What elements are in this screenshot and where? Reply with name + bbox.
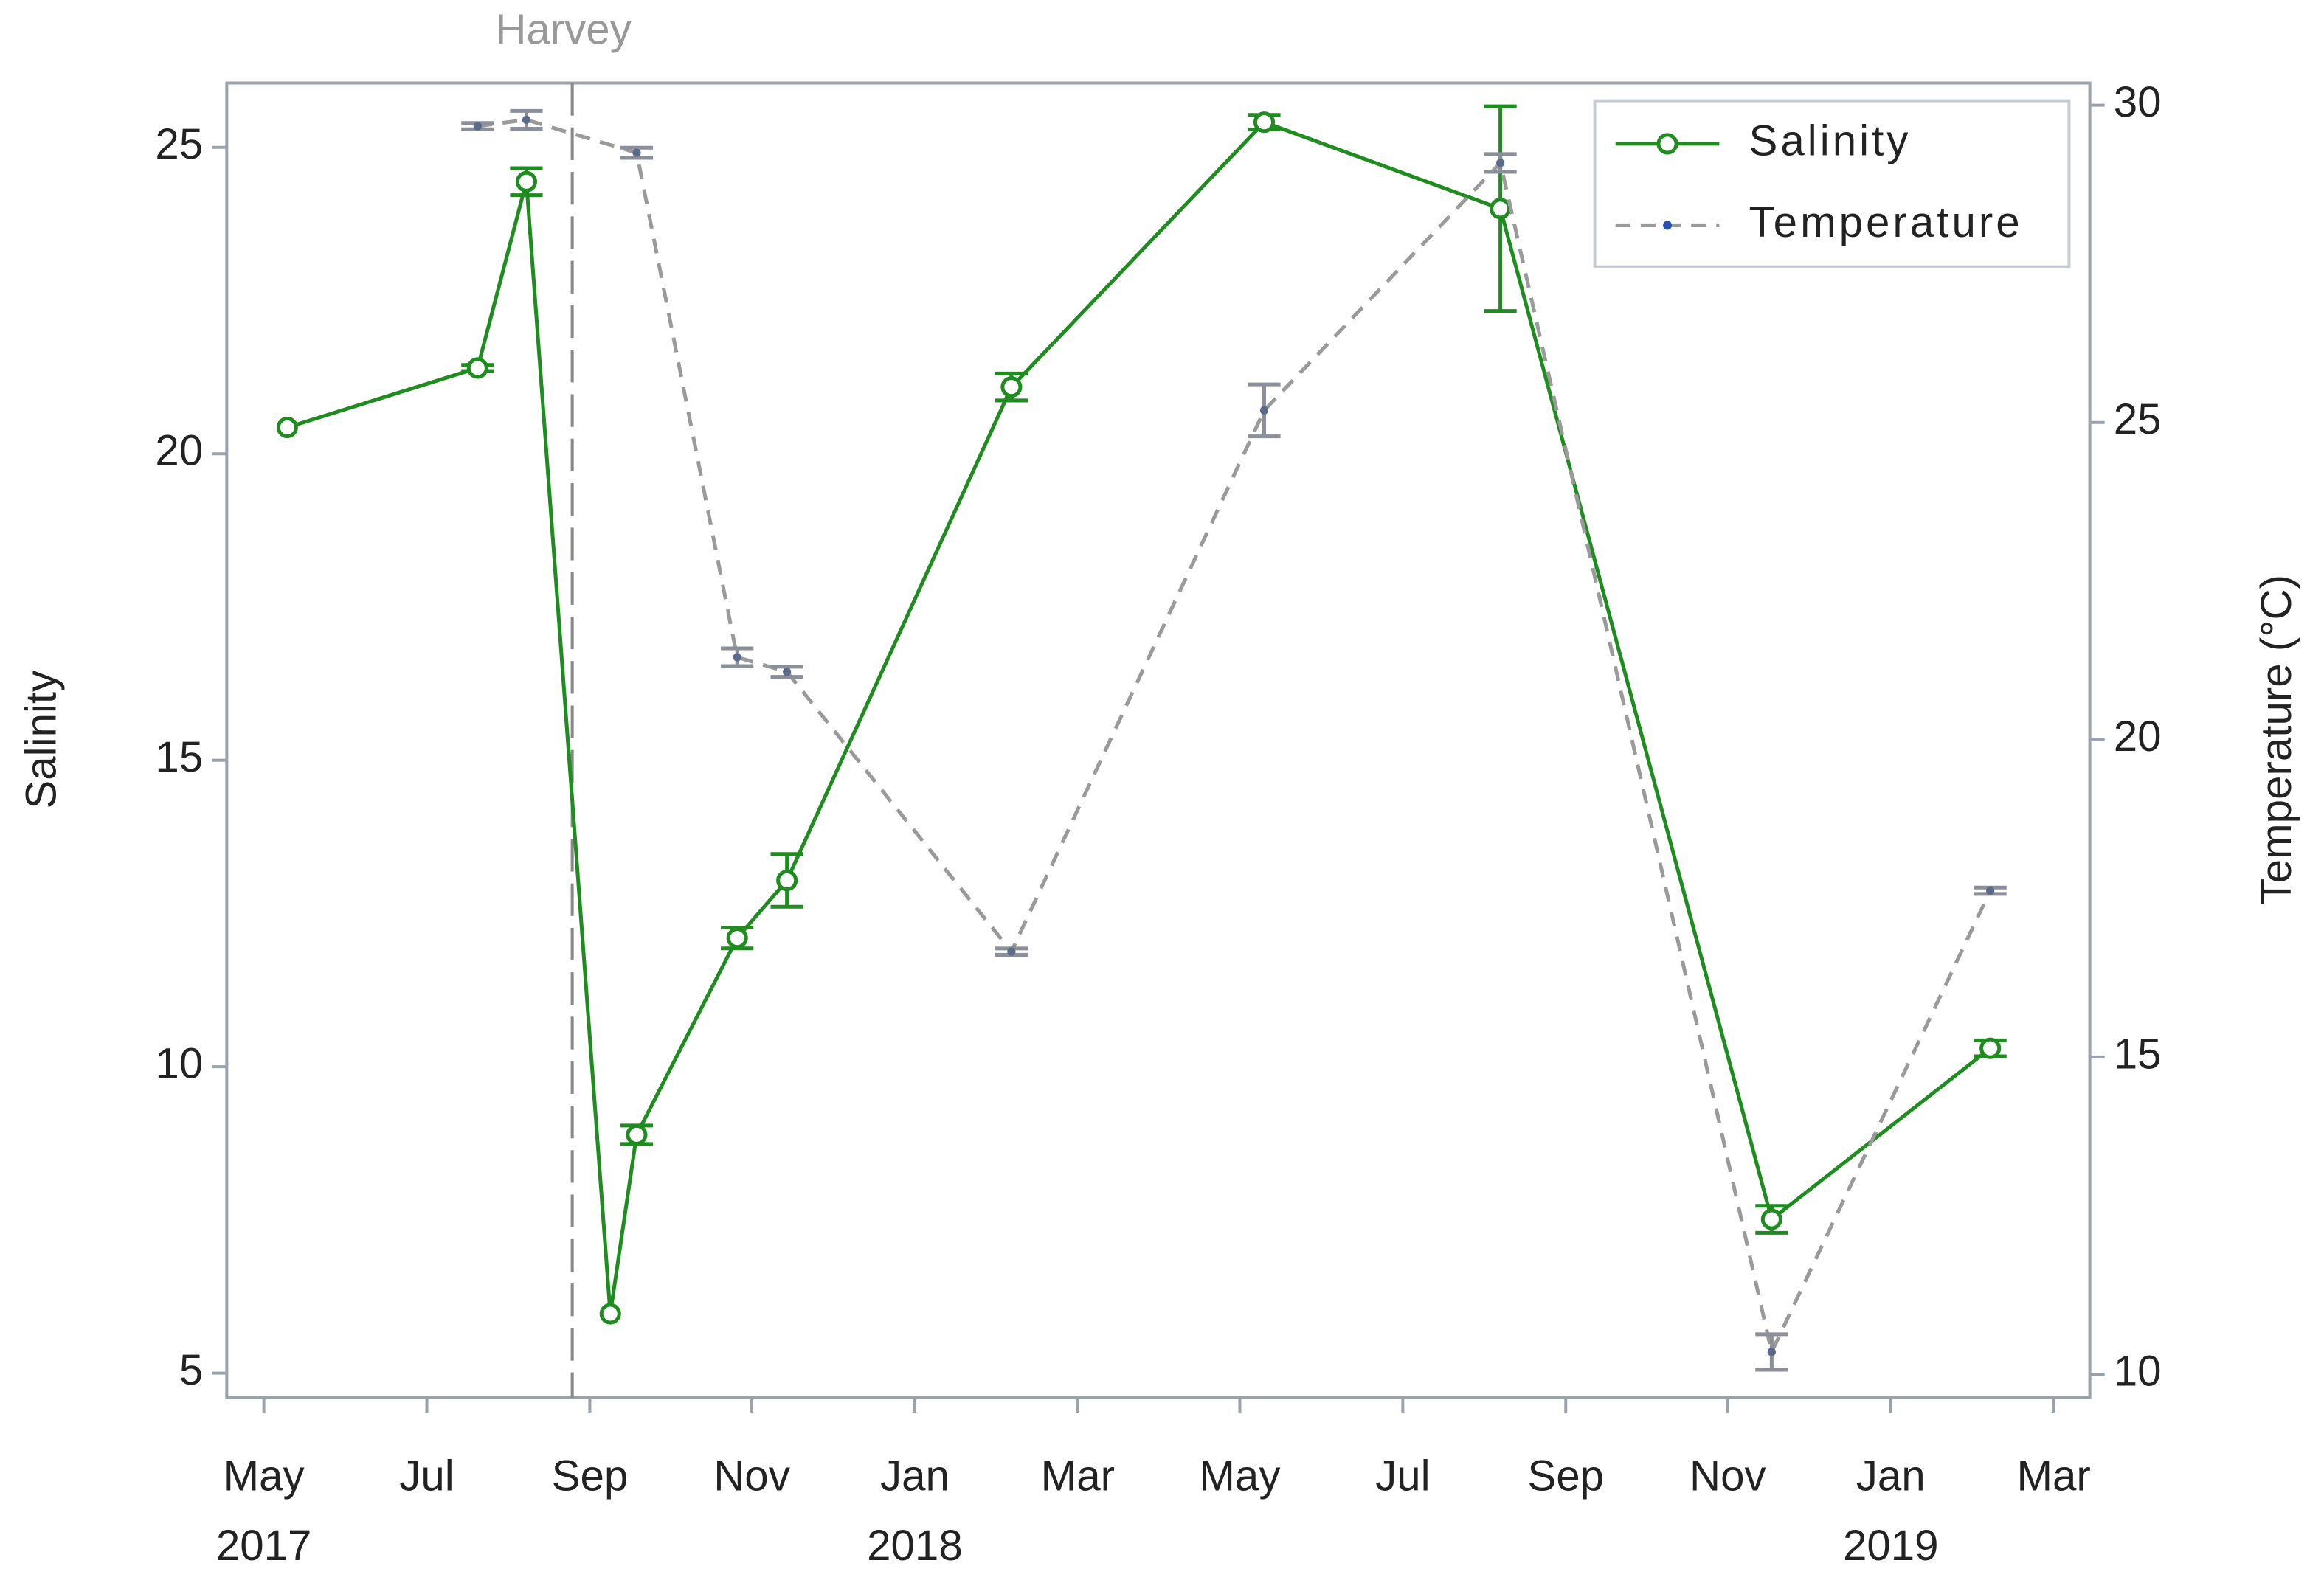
marker bbox=[473, 122, 482, 131]
x-tick-label: May bbox=[224, 1452, 305, 1500]
marker bbox=[1259, 406, 1269, 415]
x-year-label: 2017 bbox=[216, 1522, 312, 1570]
x-tick-label: May bbox=[1199, 1452, 1281, 1500]
marker bbox=[632, 148, 641, 157]
x-tick-label: Nov bbox=[713, 1452, 790, 1500]
series-line bbox=[477, 117, 1992, 1358]
legend-box bbox=[1593, 99, 2071, 268]
x-tick-label: Nov bbox=[1690, 1452, 1766, 1500]
x-year-label: 2018 bbox=[867, 1522, 963, 1570]
marker bbox=[1760, 1208, 1782, 1230]
legend-marker bbox=[1663, 221, 1673, 230]
marker bbox=[515, 170, 538, 193]
marker bbox=[599, 1303, 621, 1325]
legend-marker bbox=[1656, 133, 1678, 155]
y2-tick-label: 20 bbox=[2114, 713, 2162, 760]
marker bbox=[1767, 1348, 1776, 1356]
x-tick-label: Mar bbox=[1041, 1452, 1115, 1500]
y-tick-label: 10 bbox=[155, 1040, 203, 1088]
marker bbox=[1986, 886, 1995, 895]
y-tick-label: 5 bbox=[179, 1346, 203, 1394]
marker bbox=[1495, 159, 1505, 167]
marker bbox=[522, 115, 531, 125]
marker bbox=[1007, 947, 1016, 956]
y2-tick-label: 25 bbox=[2114, 395, 2162, 443]
marker bbox=[733, 653, 741, 662]
x-tick-label: Jul bbox=[399, 1452, 454, 1500]
legend-label: Temperature bbox=[1749, 198, 2023, 246]
x-tick-label: Sep bbox=[552, 1452, 629, 1500]
y-axis-label: Salinity bbox=[18, 670, 66, 809]
y-tick-label: 20 bbox=[155, 427, 203, 475]
x-tick-label: Sep bbox=[1527, 1452, 1604, 1500]
annotation-label: Harvey bbox=[495, 6, 632, 54]
marker bbox=[776, 869, 798, 892]
x-tick-label: Jan bbox=[880, 1452, 950, 1500]
marker bbox=[626, 1123, 648, 1146]
x-tick-label: Mar bbox=[2016, 1452, 2090, 1500]
legend-label: Salinity bbox=[1749, 117, 1912, 164]
marker bbox=[1979, 1037, 2002, 1059]
marker bbox=[1490, 198, 1512, 220]
marker bbox=[276, 416, 298, 439]
y2-tick-label: 30 bbox=[2114, 78, 2162, 126]
x-tick-label: Jan bbox=[1856, 1452, 1926, 1500]
marker bbox=[466, 357, 488, 379]
marker bbox=[783, 668, 792, 676]
y-tick-label: 15 bbox=[155, 733, 203, 781]
x-year-label: 2019 bbox=[1843, 1522, 1939, 1570]
y2-tick-label: 15 bbox=[2114, 1030, 2162, 1078]
y2-axis-label: Temperature (°C) bbox=[2252, 575, 2300, 904]
marker bbox=[1253, 111, 1276, 134]
y2-tick-label: 10 bbox=[2114, 1347, 2162, 1395]
marker bbox=[726, 927, 748, 949]
series-line bbox=[286, 119, 1992, 1314]
plot-frame bbox=[225, 81, 2092, 1399]
x-tick-label: Jul bbox=[1375, 1452, 1430, 1500]
y-tick-label: 25 bbox=[155, 120, 203, 168]
marker bbox=[1000, 376, 1023, 398]
